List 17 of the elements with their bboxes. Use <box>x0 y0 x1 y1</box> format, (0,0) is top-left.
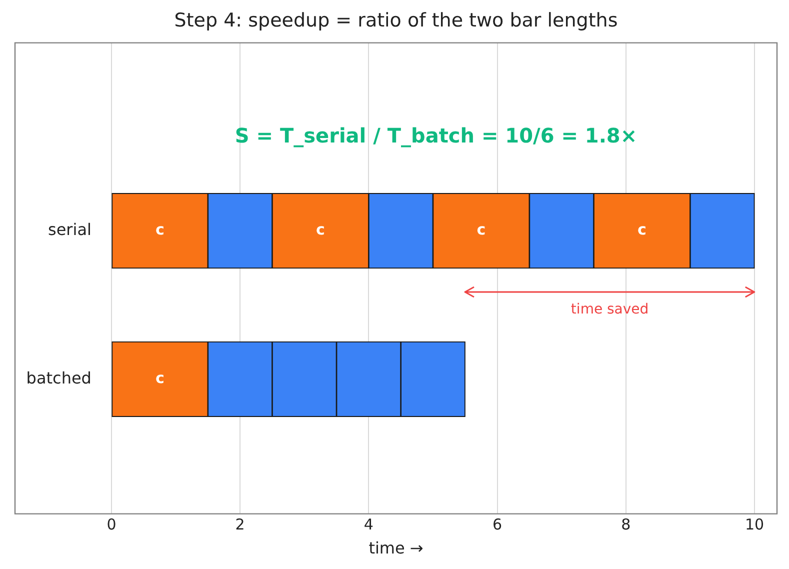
x-tick-label: 6 <box>492 516 502 534</box>
y-tick-label: batched <box>26 368 92 388</box>
annotation: S = T_serial / T_batch = 10/6 = 1.8× <box>234 124 638 148</box>
x-tick-label: 0 <box>106 516 116 534</box>
x-tick-label: 4 <box>364 516 374 534</box>
data-label: c <box>476 220 486 239</box>
x-tick-label: 8 <box>621 516 631 534</box>
annotation: time saved <box>570 301 649 318</box>
x-tick-label: 10 <box>744 516 764 534</box>
y-tick-label: serial <box>48 220 92 239</box>
data-label: c <box>638 220 646 239</box>
chart-title: Step 4: speedup = ratio of the two bar lengths <box>174 9 618 32</box>
data-label: c <box>155 369 164 388</box>
data-label: c <box>155 220 164 239</box>
data-label: c <box>316 220 325 239</box>
x-tick-label: 2 <box>235 516 245 534</box>
x-axis-title: time → <box>368 538 424 558</box>
